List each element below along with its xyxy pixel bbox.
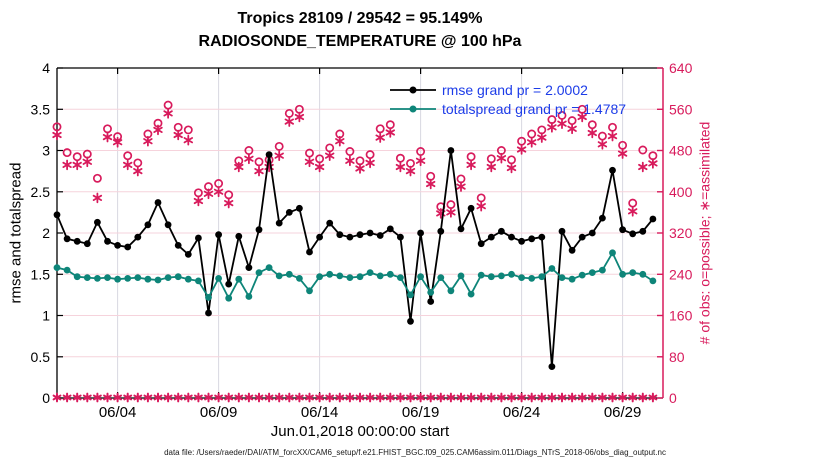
svg-text:640: 640 bbox=[669, 60, 693, 76]
svg-text:320: 320 bbox=[669, 225, 693, 241]
svg-text:0: 0 bbox=[669, 390, 677, 406]
legend-row-totalspread: totalspread grand pr = 1.4787 bbox=[388, 99, 626, 118]
series-rmse bbox=[53, 147, 657, 370]
svg-text:1: 1 bbox=[42, 308, 50, 324]
chart-subtitle: RADIOSONDE_TEMPERATURE @ 100 hPa bbox=[198, 33, 522, 50]
svg-text:3: 3 bbox=[42, 143, 50, 159]
svg-text:400: 400 bbox=[669, 184, 693, 200]
svg-text:3.5: 3.5 bbox=[31, 101, 51, 117]
svg-text:480: 480 bbox=[669, 143, 693, 159]
rmse-line-sample-icon bbox=[390, 86, 436, 93]
y-axis-label-right: # of obs: o=possible; ∗=assimilated bbox=[696, 121, 713, 345]
svg-text:2: 2 bbox=[42, 225, 50, 241]
svg-text:4: 4 bbox=[42, 60, 50, 76]
svg-text:06/09: 06/09 bbox=[200, 404, 238, 421]
svg-text:0: 0 bbox=[42, 390, 50, 406]
svg-text:560: 560 bbox=[669, 101, 693, 117]
legend: rmse grand pr = 2.0002 totalspread grand… bbox=[388, 80, 626, 118]
svg-text:0.5: 0.5 bbox=[31, 349, 51, 365]
svg-text:06/24: 06/24 bbox=[503, 404, 541, 421]
svg-text:80: 80 bbox=[669, 349, 685, 365]
svg-text:06/14: 06/14 bbox=[301, 404, 339, 421]
svg-text:1.5: 1.5 bbox=[31, 266, 51, 282]
series-totalspread bbox=[53, 249, 657, 302]
svg-text:2.5: 2.5 bbox=[31, 184, 51, 200]
svg-text:240: 240 bbox=[669, 266, 693, 282]
series-assimilated-obs bbox=[52, 108, 658, 219]
series-obs-zero-row bbox=[52, 392, 658, 403]
legend-row-rmse: rmse grand pr = 2.0002 bbox=[388, 80, 626, 99]
x-axis-label: Jun.01,2018 00:00:00 start bbox=[270, 423, 450, 440]
totalspread-line-sample-icon bbox=[390, 105, 436, 112]
data-file-path: data file: /Users/raeder/DAI/ATM_forcXX/… bbox=[164, 448, 666, 457]
y-axis-label-left: rmse and totalspread bbox=[7, 162, 25, 304]
svg-text:06/19: 06/19 bbox=[402, 404, 440, 421]
svg-text:160: 160 bbox=[669, 308, 693, 324]
chart-title: Tropics 28109 / 29542 = 95.149% bbox=[237, 10, 483, 27]
svg-text:06/04: 06/04 bbox=[99, 404, 137, 421]
legend-label-rmse: rmse grand pr = 2.0002 bbox=[442, 81, 588, 98]
svg-text:06/29: 06/29 bbox=[604, 404, 642, 421]
legend-label-totalspread: totalspread grand pr = 1.4787 bbox=[442, 100, 627, 117]
